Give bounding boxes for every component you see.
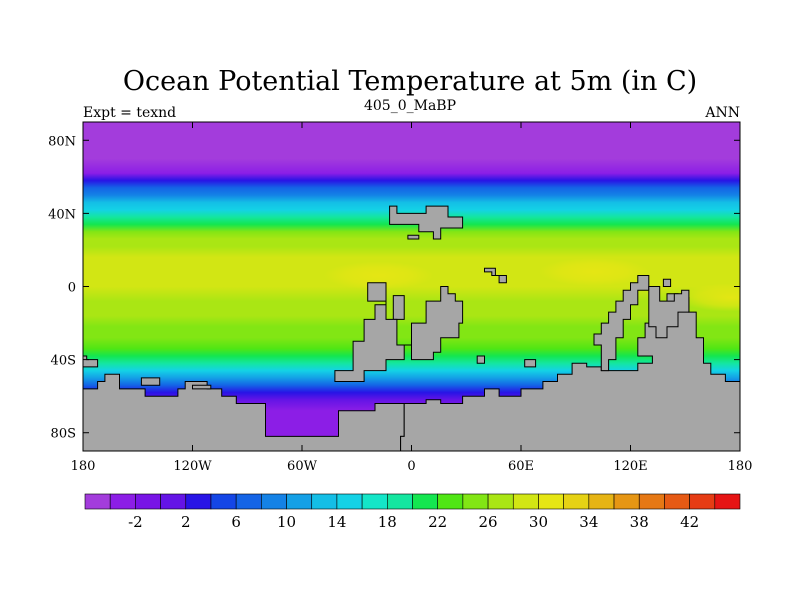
warm-patch — [323, 261, 434, 290]
colorbar-swatch — [387, 493, 413, 510]
colorbar-swatch — [286, 493, 313, 510]
land-mass — [648, 286, 690, 339]
colorbar-swatch — [235, 493, 262, 510]
x-tick-label: 120E — [613, 459, 647, 474]
y-tick-label: 0 — [68, 281, 76, 296]
map-plot-area — [83, 122, 740, 451]
colorbar-label: 18 — [378, 513, 397, 531]
warm-patch — [675, 283, 740, 312]
colorbar-swatch — [185, 493, 212, 510]
colorbar-swatch — [135, 493, 161, 510]
colorbar-swatch — [261, 493, 287, 510]
land-mass — [392, 295, 405, 320]
colorbar-swatch — [689, 493, 716, 510]
colorbar-swatch — [109, 493, 136, 510]
land-mass — [484, 267, 507, 284]
colorbar-swatch — [361, 493, 388, 510]
warm-patch — [539, 257, 649, 286]
x-tick-label: 0 — [407, 459, 415, 474]
y-tick-label: 40S — [51, 354, 76, 369]
land-mass — [192, 384, 212, 390]
land-mask-layer — [83, 205, 740, 451]
colorbar-swatch — [563, 493, 590, 510]
colorbar-swatch — [311, 493, 338, 510]
land-mass — [662, 278, 672, 287]
colorbar-label: 6 — [231, 513, 241, 531]
colorbar-swatch — [412, 493, 438, 510]
x-tick-label: 120W — [173, 459, 212, 474]
period-label: 405_0_MaBP — [364, 98, 456, 114]
season-label: ANN — [704, 105, 740, 121]
colorbar-label: 22 — [428, 513, 447, 531]
y-axis: 80N 40N 0 40S 80S — [48, 134, 740, 442]
colorbar-swatch — [512, 493, 539, 510]
colorbar-swatch — [538, 493, 564, 510]
colorbar-label: 26 — [479, 513, 498, 531]
y-tick-label: 40N — [48, 207, 76, 222]
colorbar-swatch — [613, 493, 640, 510]
land-mass — [524, 359, 537, 368]
x-tick-label: 60W — [287, 459, 318, 474]
colorbar-label: 14 — [327, 513, 346, 531]
colorbar-label: 34 — [579, 513, 598, 531]
colorbar-swatch — [336, 493, 363, 510]
land-mass — [140, 377, 161, 386]
x-tick-label: 180 — [728, 459, 753, 474]
colorbar-label: 38 — [630, 513, 649, 531]
x-axis: 180 120W 60W 0 60E 120E 180 — [71, 122, 753, 474]
colorbar-label: 10 — [277, 513, 296, 531]
chart-title: Ocean Potential Temperature at 5m (in C) — [123, 66, 697, 97]
land-mass — [389, 205, 464, 240]
land-mass — [593, 275, 650, 372]
colorbar-label: 42 — [680, 513, 699, 531]
x-tick-label: 60E — [508, 459, 534, 474]
experiment-label: Expt = texnd — [83, 105, 176, 121]
colorbar-swatch — [462, 493, 489, 510]
y-tick-label: 80S — [51, 427, 76, 442]
warm-patch-layer — [323, 257, 740, 312]
colorbar-label: 30 — [529, 513, 548, 531]
colorbar-label: 2 — [181, 513, 191, 531]
land-mass — [334, 282, 464, 382]
colorbar-swatch — [638, 493, 665, 510]
land-mass — [400, 293, 740, 451]
colorbar-swatch — [210, 493, 237, 510]
y-tick-label: 80N — [48, 134, 76, 149]
colorbar-swatch — [664, 493, 690, 510]
colorbar-swatch — [84, 493, 111, 510]
colorbar-swatch — [487, 493, 514, 510]
colorbar-swatch — [437, 493, 464, 510]
x-tick-label: 180 — [71, 459, 96, 474]
land-mass — [83, 355, 99, 368]
colorbar-swatch — [160, 493, 187, 510]
land-mass — [476, 355, 485, 364]
colorbar-swatch — [714, 493, 741, 510]
land-mass — [407, 234, 420, 240]
colorbar: -2 2 6 10 14 18 22 26 30 34 38 42 — [84, 493, 741, 531]
colorbar-swatch — [588, 493, 615, 510]
colorbar-label: -2 — [128, 513, 143, 531]
